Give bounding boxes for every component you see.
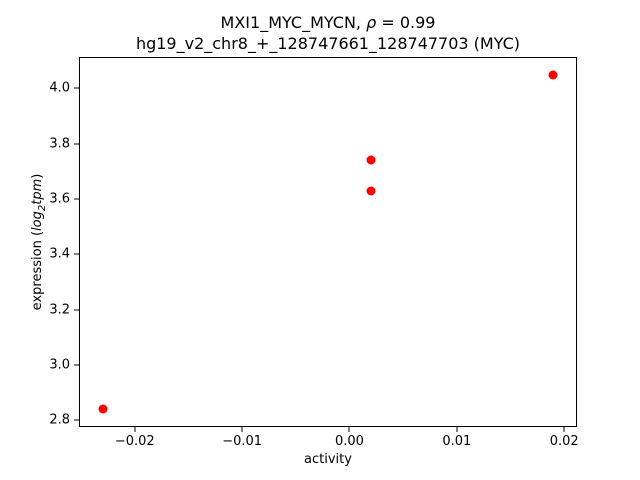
chart-title-line1: MXI1_MYC_MYCN, ρ = 0.99: [79, 12, 577, 33]
y-axis-tick-label: 3.8: [49, 136, 70, 152]
ylabel-tpm: tpm: [30, 178, 46, 205]
title-text-prefix: MXI1_MYC_MYCN,: [220, 13, 367, 32]
x-axis-tick-label: −0.01: [222, 434, 263, 449]
y-axis-tick: [74, 87, 79, 89]
y-axis-tick: [74, 143, 79, 145]
y-axis-tick: [74, 309, 79, 311]
ylabel-log-base: 2: [36, 204, 48, 212]
y-axis-tick-label: 4.0: [49, 80, 70, 96]
chart-subtitle: hg19_v2_chr8_+_128747661_128747703 (MYC): [135, 34, 521, 53]
y-axis-tick: [74, 419, 79, 421]
x-axis-tick: [134, 427, 136, 432]
y-axis-tick-label: 3.4: [49, 246, 70, 262]
y-axis-tick: [74, 198, 79, 200]
ylabel-suffix: ): [30, 173, 46, 179]
chart-title-block: MXI1_MYC_MYCN, ρ = 0.99 hg19_v2_chr8_+_1…: [79, 12, 577, 54]
title-rho-symbol: ρ: [366, 13, 377, 32]
scatter-data-point: [98, 404, 108, 414]
y-axis-tick: [74, 253, 79, 255]
x-axis-tick: [456, 427, 458, 432]
x-axis-tick-label: 0.01: [442, 434, 472, 449]
x-axis-tick: [563, 427, 565, 432]
scatter-data-point: [366, 155, 376, 165]
ylabel-prefix: expression (: [30, 230, 46, 311]
y-axis-tick-label: 2.8: [49, 412, 70, 428]
x-axis-tick: [348, 427, 350, 432]
scatter-data-point: [366, 186, 376, 196]
ylabel-math: log2tpm: [30, 178, 48, 231]
y-axis-label: expression (log2tpm): [30, 174, 48, 311]
y-axis-tick: [74, 364, 79, 366]
x-axis-tick-label: −0.02: [114, 434, 155, 449]
x-axis-label: activity: [304, 452, 352, 467]
ylabel-log: log: [30, 211, 46, 231]
y-axis-tick-label: 3.6: [49, 191, 70, 207]
x-axis-tick-label: 0.00: [334, 434, 364, 449]
plot-area: −0.02 −0.01 0.00 0.01 0.02 2.8 3.0 3.2 3.4 3.6 3.8…: [49, 57, 579, 449]
scatter-data-point: [548, 70, 558, 80]
x-axis-tick: [241, 427, 243, 432]
x-axis-tick-label: 0.02: [549, 434, 579, 449]
y-axis-tick-label: 3.2: [49, 302, 70, 318]
title-rho-value: = 0.99: [376, 13, 436, 32]
y-axis-tick-label: 3.0: [49, 357, 70, 373]
